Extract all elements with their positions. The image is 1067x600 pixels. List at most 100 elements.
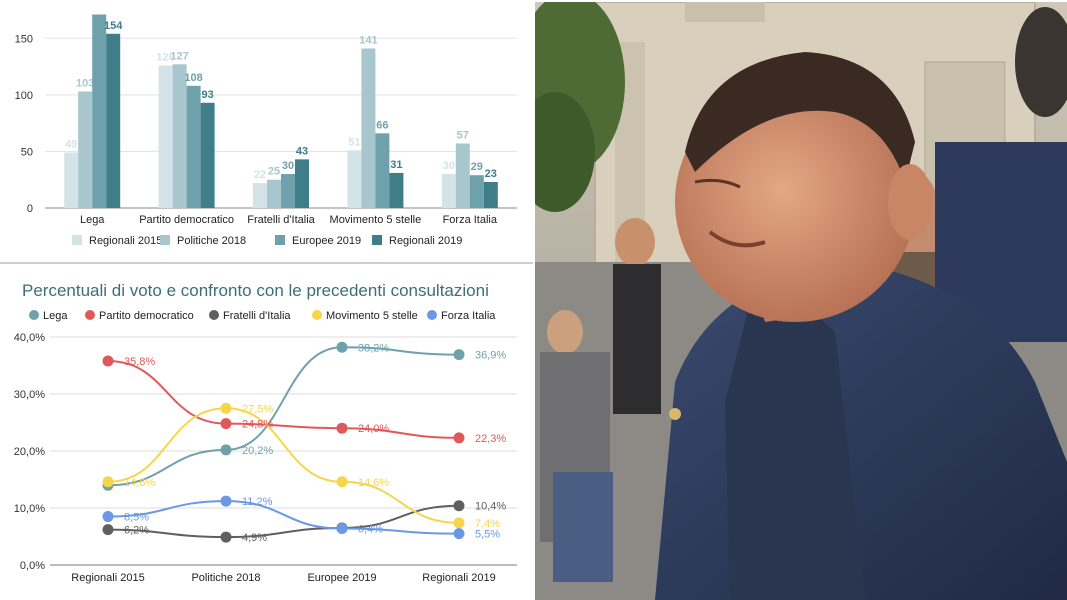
line-legend-swatch (312, 310, 322, 320)
bar-value-label: 126 (156, 51, 174, 63)
bar-value-label: 30 (443, 160, 455, 172)
bar (441, 174, 456, 208)
bar-y-tick-label: 0 (27, 203, 33, 215)
line-y-tick-label: 0,0% (20, 560, 45, 572)
line-point (336, 422, 348, 434)
bar (483, 181, 498, 208)
panel-divider (0, 262, 533, 264)
bar-category-label: Lega (80, 214, 105, 226)
bar-value-label: 127 (170, 50, 188, 62)
bar-y-tick-label: 100 (15, 90, 33, 102)
bar (106, 33, 121, 209)
line-value-label: 14,6% (124, 477, 155, 489)
line-point (102, 511, 114, 523)
bar (78, 91, 93, 208)
line-value-label: 7,4% (475, 518, 500, 530)
line-point (453, 432, 465, 444)
bar-value-label: 25 (268, 166, 280, 178)
line-point (220, 495, 232, 507)
bar-value-label: 141 (359, 34, 377, 46)
line-value-label: 35,8% (124, 356, 155, 368)
line-series-path (107, 500, 460, 535)
bar-value-label: 51 (348, 136, 360, 148)
bar-category-label: Movimento 5 stelle (330, 214, 422, 226)
line-y-tick-label: 10,0% (14, 503, 45, 515)
line-legend-label: Partito democratico (99, 310, 194, 322)
bar-value-label: 22 (254, 169, 266, 181)
line-value-label: 6,4% (358, 524, 383, 536)
line-y-tick-label: 30,0% (14, 389, 45, 401)
bar (253, 183, 267, 208)
bar-value-label: 31 (390, 159, 402, 171)
photo-illustration (535, 2, 1067, 600)
bar-legend-label: Europee 2019 (292, 235, 361, 247)
line-legend-label: Forza Italia (441, 310, 496, 322)
bar-value-label: 93 (201, 89, 213, 101)
bar-legend-swatch (275, 235, 285, 245)
line-series-path (107, 359, 460, 439)
bar-value-label: 57 (457, 130, 469, 142)
line-value-label: 36,9% (475, 350, 506, 362)
bar (389, 172, 404, 208)
line-value-label: 24,0% (358, 423, 389, 435)
line-value-label: 20,2% (242, 445, 273, 457)
line-x-tick-label: Regionali 2019 (422, 572, 495, 584)
bar (64, 152, 79, 208)
line-legend-swatch (427, 310, 437, 320)
bar-value-label: 154 (104, 20, 123, 32)
bar (361, 48, 376, 209)
line-value-label: 14,6% (358, 477, 389, 489)
line-value-label: 24,8% (242, 419, 273, 431)
bar (267, 179, 281, 208)
line-point (102, 476, 114, 488)
line-value-label: 27,5% (242, 403, 273, 415)
line-series-path (107, 346, 460, 487)
bar-value-label: 49 (65, 139, 77, 151)
line-value-label: 4,9% (242, 532, 267, 544)
bar-value-label: 108 (184, 72, 202, 84)
line-legend-swatch (29, 310, 39, 320)
line-value-label: 22,3% (475, 433, 506, 445)
bar (347, 150, 362, 208)
bar-value-label: 30 (282, 160, 294, 172)
line-point (102, 524, 114, 536)
bar (455, 143, 470, 208)
bar-value-label: 23 (485, 168, 497, 180)
bar-y-tick-label: 50 (21, 146, 33, 158)
bar-category-label: Fratelli d'Italia (247, 214, 315, 226)
line-point (220, 402, 232, 414)
line-legend-swatch (209, 310, 219, 320)
bar-category-label: Forza Italia (443, 214, 498, 226)
bar-value-label: 29 (471, 161, 483, 173)
bar (295, 159, 309, 208)
line-chart-title: Percentuali di voto e confronto con le p… (22, 281, 489, 300)
photo (535, 2, 1067, 600)
line-legend-label: Movimento 5 stelle (326, 310, 418, 322)
line-point (453, 349, 465, 361)
line-point (220, 531, 232, 543)
line-value-label: 10,4% (475, 501, 506, 513)
bar (92, 14, 107, 209)
bar-value-label: 66 (376, 119, 388, 131)
bar-value-label: 43 (296, 145, 308, 157)
line-x-tick-label: Europee 2019 (307, 572, 376, 584)
line-legend-swatch (85, 310, 95, 320)
line-series-path (107, 504, 460, 539)
line-point (336, 341, 348, 353)
line-point (453, 528, 465, 540)
bar (200, 102, 215, 208)
line-x-tick-label: Politiche 2018 (191, 572, 260, 584)
line-value-label: 38,2% (358, 342, 389, 354)
line-value-label: 5,5% (475, 529, 500, 541)
bar (158, 65, 173, 208)
line-point (220, 418, 232, 430)
line-chart: Percentuali di voto e confronto con le p… (14, 281, 517, 584)
line-y-tick-label: 40,0% (14, 332, 45, 344)
bar (281, 174, 295, 208)
line-point (220, 444, 232, 456)
line-point (336, 476, 348, 488)
line-point (453, 500, 465, 512)
bar-legend-swatch (372, 235, 382, 245)
bar-value-label: 103 (76, 77, 94, 89)
